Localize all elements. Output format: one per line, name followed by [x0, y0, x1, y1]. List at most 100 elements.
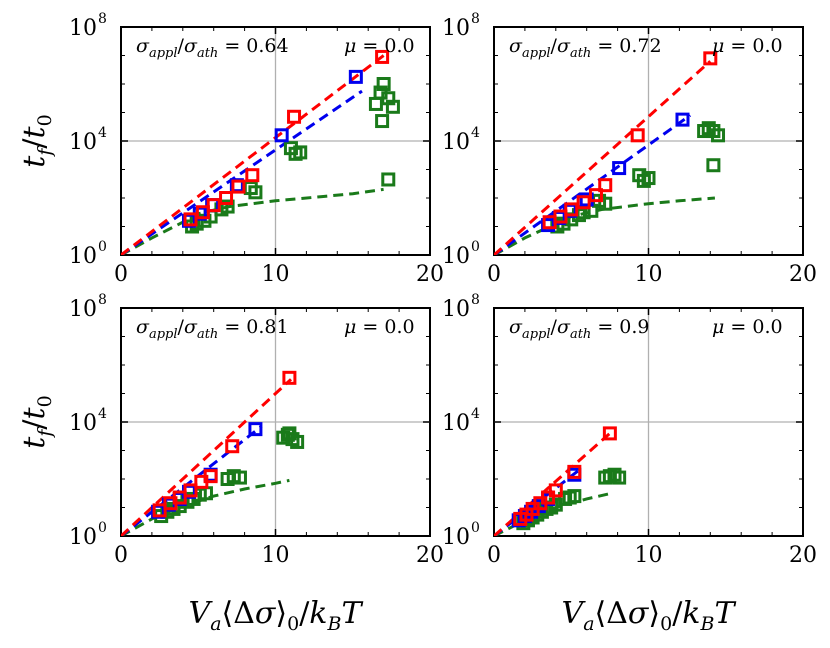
x-tick-label: 0 [487, 262, 501, 287]
svg-text:tf/t0: tf/t0 [17, 395, 56, 448]
y-axis-title-top: tf/t0 [17, 114, 56, 167]
panel-1-sigma-value: 0.72 [619, 35, 661, 57]
green-data-point [282, 426, 297, 441]
y-tick-exponent: 4 [98, 125, 107, 141]
green-fit-line [121, 478, 290, 536]
y-tick-label: 10 [69, 16, 97, 41]
red-data-point [630, 128, 645, 143]
red-fit-line [494, 430, 613, 536]
panel-3-mu-annotation: μ = 0.0 [712, 316, 783, 338]
x-tick-label: 20 [416, 543, 444, 568]
red-data-point [183, 212, 198, 227]
red-data-point [588, 188, 603, 203]
red-data-point [564, 202, 579, 217]
blue-data-point [248, 422, 263, 437]
red-data-point [541, 490, 556, 505]
panel-2-sigma-annotation: σappl/σath = 0.81 [136, 316, 289, 342]
green-data-point [248, 185, 263, 200]
panel-1-sigma-annotation: σappl/σath = 0.72 [509, 35, 662, 61]
red-data-point [282, 370, 297, 385]
y-tick-exponent: 8 [98, 11, 107, 27]
red-data-point [598, 178, 613, 193]
panel-2-mu-annotation: μ = 0.0 [344, 316, 415, 338]
green-data-point [220, 199, 235, 214]
red-data-point [206, 198, 221, 213]
green-data-point [567, 489, 582, 504]
y-tick-exponent: 0 [471, 239, 480, 255]
panel-3-series [494, 426, 627, 536]
red-data-point [553, 209, 568, 224]
panel-0-mu-annotation: μ = 0.0 [344, 35, 415, 57]
green-data-point [598, 196, 613, 211]
red-data-point [219, 191, 234, 205]
panel-0-sigma-value: 0.64 [246, 35, 288, 57]
x-tick-label: 10 [262, 543, 290, 568]
y-tick-exponent: 8 [471, 292, 480, 308]
red-data-point [703, 51, 718, 66]
panel-0-mu-value: 0.0 [384, 35, 414, 57]
panel-0-sigma-annotation: σappl/σath = 0.64 [136, 35, 289, 61]
red-data-point [203, 469, 218, 484]
red-data-point [567, 464, 582, 479]
blue-fit-line [121, 89, 363, 255]
y-tick-exponent: 4 [471, 406, 480, 422]
red-data-point [195, 205, 210, 220]
x-axis-title-left: Va⟨Δσ⟩0/kBT [189, 596, 364, 635]
red-data-point [602, 426, 617, 441]
x-tick-label: 0 [487, 543, 501, 568]
red-data-point [172, 490, 187, 505]
y-tick-exponent: 0 [98, 239, 107, 255]
x-tick-label: 20 [416, 262, 444, 287]
panel-3-sigma-value: 0.9 [619, 316, 649, 338]
y-tick-exponent: 8 [98, 292, 107, 308]
y-tick-label: 10 [69, 130, 97, 155]
panel-2-grid [121, 308, 430, 536]
y-tick-label: 10 [442, 244, 470, 269]
y-tick-exponent: 0 [98, 520, 107, 536]
red-fit-line [121, 378, 293, 536]
blue-data-point [274, 128, 289, 143]
green-data-point [711, 128, 726, 143]
x-tick-label: 20 [789, 262, 817, 287]
red-data-point [231, 179, 246, 194]
panel-1-grid [494, 27, 803, 255]
panel-1-series [494, 51, 726, 255]
blue-data-point [612, 161, 627, 176]
y-axis-title-bottom: tf/t0 [17, 395, 56, 448]
red-data-point [548, 483, 563, 498]
x-tick-label: 10 [635, 262, 663, 287]
panel-3-grid [494, 308, 803, 536]
y-tick-label: 10 [69, 411, 97, 436]
x-tick-label: 20 [789, 543, 817, 568]
red-data-point [152, 503, 167, 518]
green-data-point [375, 114, 390, 129]
green-data-point [376, 77, 391, 91]
green-data-point [706, 158, 721, 173]
red-data-point [287, 109, 302, 124]
panel-2-series [121, 370, 305, 536]
x-tick-label: 0 [114, 262, 128, 287]
panel-0-series [121, 49, 400, 255]
green-fit-line [121, 187, 384, 255]
green-data-point [641, 171, 656, 186]
red-fit-line [494, 60, 712, 255]
y-tick-label: 10 [69, 297, 97, 322]
blue-data-point [675, 112, 690, 127]
x-axis-title-right: Va⟨Δσ⟩0/kBT [562, 596, 737, 635]
y-tick-exponent: 8 [471, 11, 480, 27]
green-data-point [368, 96, 383, 111]
red-data-point [576, 195, 591, 210]
panel-1-mu-value: 0.0 [752, 35, 782, 57]
red-fit-line [121, 54, 385, 255]
red-data-point [225, 439, 240, 454]
x-tick-label: 10 [262, 262, 290, 287]
green-data-point [381, 172, 396, 187]
blue-data-point [541, 218, 556, 233]
red-data-point [245, 168, 260, 183]
